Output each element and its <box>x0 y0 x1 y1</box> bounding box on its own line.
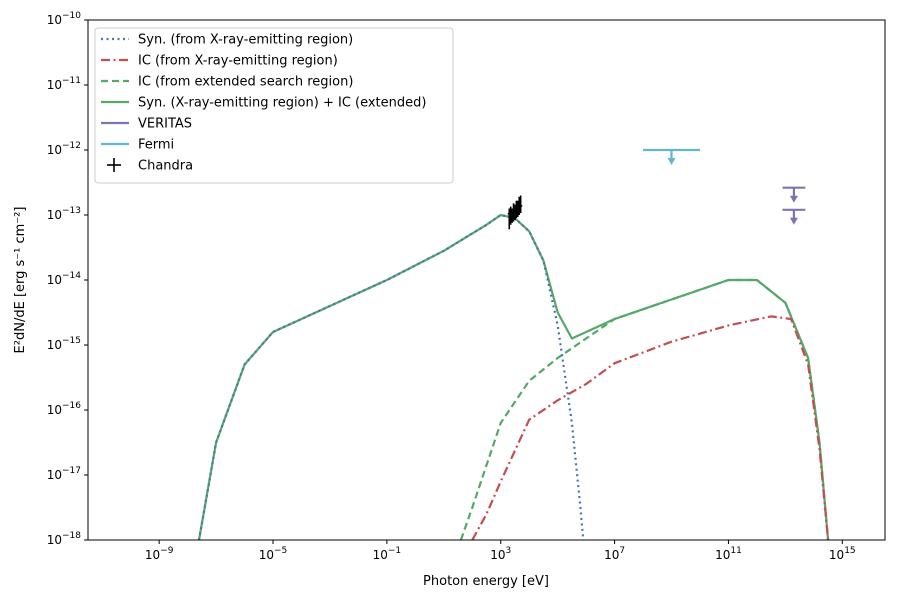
chandra-point <box>519 195 523 214</box>
legend-label: Fermi <box>138 138 174 153</box>
legend-entry: Fermi <box>101 138 174 153</box>
y-tick-label: 10−11 <box>47 76 81 92</box>
legend-box <box>94 27 454 184</box>
x-tick-label: 1015 <box>829 546 856 562</box>
y-tick-label: 10−16 <box>47 401 82 417</box>
x-axis-ticks: 10−9 10−5 10−1 103 107 1011 1015 <box>145 540 856 562</box>
x-axis-label: Photon energy [eV] <box>423 574 549 589</box>
legend-entry: Chandra <box>107 158 193 174</box>
x-tick-label: 10−1 <box>373 546 402 562</box>
y-axis-ticks: 10−18 10−17 10−16 10−15 10−14 10−13 10−12 10−11… <box>47 11 88 547</box>
legend-label: Chandra <box>138 159 193 174</box>
measurement-markers <box>507 148 806 230</box>
legend-entry: Syn. (from X-ray-emitting region) <box>101 33 353 48</box>
y-tick-label: 10−14 <box>47 271 82 287</box>
y-axis-label: E²dN/dE [erg s⁻¹ cm⁻²] <box>13 207 28 354</box>
upper-limit-marker <box>782 208 806 225</box>
upper-limit-marker <box>643 148 700 165</box>
y-tick-label: 10−18 <box>47 531 82 547</box>
series-line <box>459 278 830 540</box>
y-tick-label: 10−13 <box>47 206 81 222</box>
y-tick-label: 10−15 <box>47 336 81 352</box>
y-tick-label: 10−12 <box>47 141 81 157</box>
model-curves <box>197 213 830 540</box>
x-tick-label: 107 <box>604 546 625 562</box>
x-tick-label: 10−9 <box>145 546 174 562</box>
x-tick-label: 1011 <box>715 546 742 562</box>
upper-limit-marker <box>782 186 806 203</box>
legend-label: Syn. (from X-ray-emitting region) <box>138 33 353 48</box>
legend-entry: Syn. (X-ray-emitting region) + IC (exten… <box>101 96 426 111</box>
x-tick-label: 10−5 <box>259 546 288 562</box>
legend-label: IC (from extended search region) <box>138 75 353 90</box>
legend-entry: IC (from X-ray-emitting region) <box>101 54 338 69</box>
legend-entry: VERITAS <box>101 117 192 132</box>
y-tick-label: 10−10 <box>47 11 82 27</box>
legend: Syn. (from X-ray-emitting region) IC (fro… <box>94 27 454 184</box>
legend-label: IC (from X-ray-emitting region) <box>138 54 338 69</box>
series-line <box>197 213 585 540</box>
legend-label: Syn. (X-ray-emitting region) + IC (exten… <box>138 96 426 111</box>
series-line <box>471 315 830 540</box>
x-tick-label: 103 <box>490 546 511 562</box>
legend-entry: IC (from extended search region) <box>101 75 353 90</box>
legend-label: VERITAS <box>138 117 192 132</box>
y-tick-label: 10−17 <box>47 466 81 482</box>
